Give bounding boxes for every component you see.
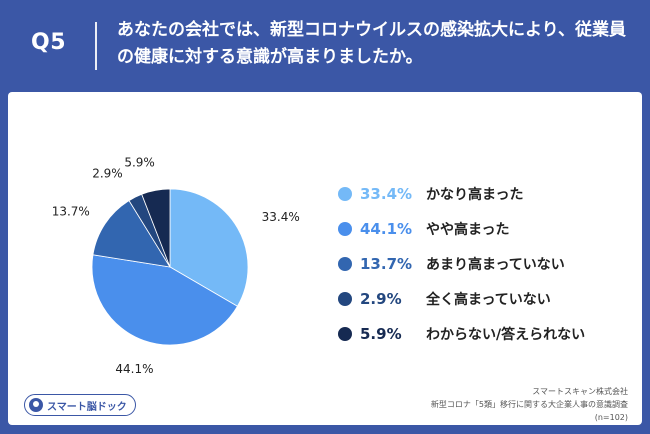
brand-logo: スマート脳ドック <box>24 394 136 416</box>
brain-icon <box>29 398 43 412</box>
slice-data-label: 13.7% <box>52 205 90 219</box>
legend-item: 33.4% かなり高まった <box>338 176 638 211</box>
slice-data-label: 33.4% <box>262 210 300 224</box>
legend-label: やや高まった <box>426 221 510 238</box>
legend-percent: 13.7% <box>360 254 413 273</box>
pie-chart: 33.4% 44.1% 13.7% 2.9%5.9% <box>52 156 300 376</box>
source-sample-size: (n=102) <box>594 413 628 422</box>
legend-swatch <box>338 186 352 201</box>
legend-item: 5.9% わからない/答えられない <box>338 316 638 351</box>
slice-data-label: 2.9% <box>92 166 123 180</box>
question-number: Q5 <box>31 30 67 55</box>
logo-text: スマート脳ドック <box>47 401 127 413</box>
chart-card: 33.4% 44.1% 13.7% 2.9% 5.9% 33.4% かなり高まった 44.1… <box>8 92 642 425</box>
legend-item: 13.7% あまり高まっていない <box>338 246 638 281</box>
legend-item: 44.1% やや高まった <box>338 211 638 246</box>
pie-slice <box>91 254 238 346</box>
slice-data-label: 5.9% <box>124 156 155 170</box>
source-note: スマートスキャン株式会社 新型コロナ「5類」移行に関する大企業人事の意識調査 (… <box>431 385 628 424</box>
header: Q5 あなたの会社では、新型コロナウイルスの感染拡大により、従業員の健康に対する… <box>0 0 650 84</box>
legend-label: 全く高まっていない <box>426 291 551 308</box>
question-text: あなたの会社では、新型コロナウイルスの感染拡大により、従業員の健康に対する意識が… <box>117 20 626 67</box>
pie-slice <box>92 200 171 268</box>
legend-swatch <box>338 326 352 341</box>
legend-swatch <box>338 256 352 271</box>
legend: 33.4% かなり高まった 44.1% やや高まった 13.7% あまり高まっていない 2.… <box>338 176 638 351</box>
header-divider <box>95 22 97 70</box>
legend-percent: 5.9% <box>360 324 402 343</box>
source-survey: 新型コロナ「5類」移行に関する大企業人事の意識調査 <box>430 400 628 409</box>
legend-label: あまり高まっていない <box>426 256 565 273</box>
legend-swatch <box>338 221 352 236</box>
legend-percent: 2.9% <box>360 289 402 308</box>
legend-label: かなり高まった <box>426 186 524 203</box>
legend-percent: 33.4% <box>360 184 413 203</box>
pie-slice <box>169 188 249 307</box>
slice-data-label: 44.1% <box>115 362 153 376</box>
pie-slice <box>141 188 171 268</box>
legend-item: 2.9% 全く高まっていない <box>338 281 638 316</box>
source-company: スマートスキャン株式会社 <box>532 387 628 396</box>
legend-label: わからない/答えられない <box>426 326 586 343</box>
legend-swatch <box>338 291 352 306</box>
legend-percent: 44.1% <box>360 219 413 238</box>
